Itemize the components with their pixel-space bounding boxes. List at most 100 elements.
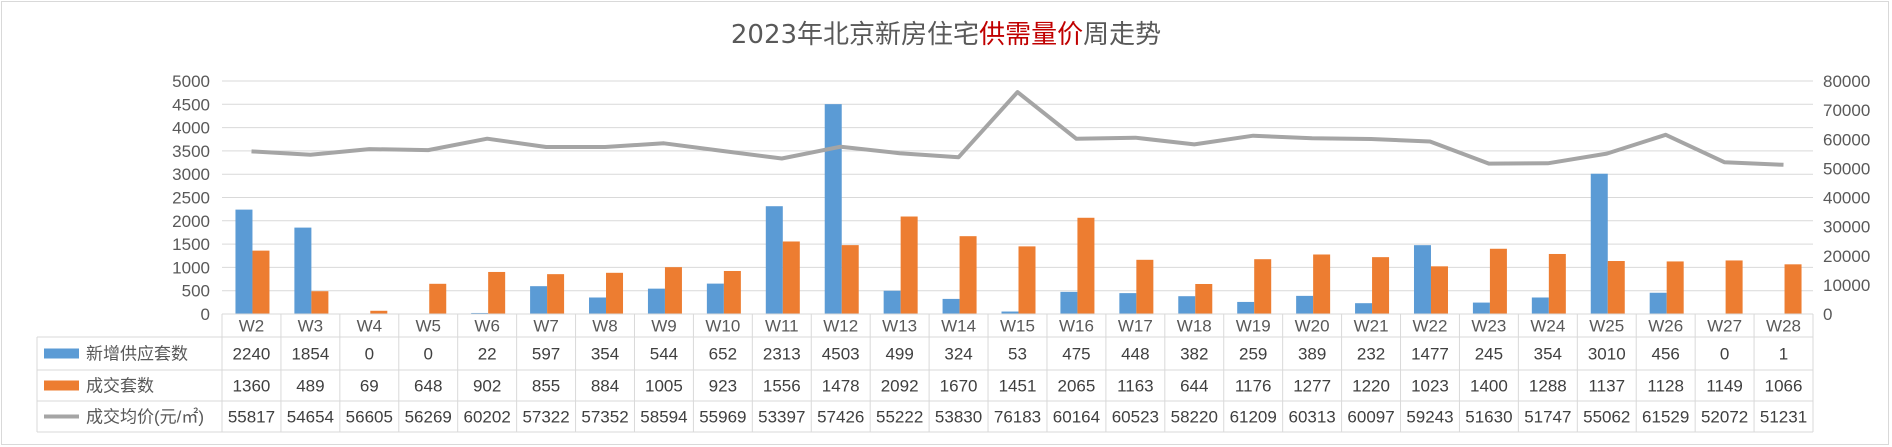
y-left-tick-label: 3500 [172, 142, 210, 161]
bar-deals [664, 267, 682, 314]
x-tick-label: W12 [823, 317, 858, 336]
y-right-tick-label: 0 [1823, 305, 1832, 324]
bar-deals [311, 291, 329, 314]
bar-supply [1355, 303, 1373, 314]
data-table-value: 1220 [1352, 377, 1390, 396]
data-table-value: 1478 [822, 377, 860, 396]
x-tick-label: W28 [1766, 317, 1801, 336]
x-tick-label: W10 [705, 317, 740, 336]
bar-deals [606, 272, 624, 314]
data-table-value: 855 [532, 377, 560, 396]
bar-supply [530, 286, 548, 314]
bar-deals [1666, 261, 1684, 314]
x-tick-label: W27 [1707, 317, 1742, 336]
data-table-value: 644 [1180, 377, 1208, 396]
data-table-value: 597 [532, 345, 560, 364]
y-left-tick-label: 0 [201, 305, 210, 324]
bar-supply [235, 209, 253, 314]
bar-supply [1649, 292, 1667, 314]
data-table-value: 475 [1062, 345, 1090, 364]
x-tick-label: W25 [1589, 317, 1624, 336]
data-table-value: 648 [414, 377, 442, 396]
data-table-value: 60164 [1053, 408, 1100, 427]
data-table-value: 69 [360, 377, 379, 396]
bar-supply [1531, 297, 1549, 314]
x-tick-label: W16 [1059, 317, 1094, 336]
y-right-tick-label: 40000 [1823, 189, 1870, 208]
y-left-tick-label: 2000 [172, 212, 210, 231]
bar-deals [1725, 260, 1743, 314]
bar-deals [1489, 248, 1507, 314]
data-table-value: 1163 [1117, 377, 1154, 396]
x-tick-label: W6 [474, 317, 500, 336]
bar-supply [294, 227, 312, 314]
data-table-value: 499 [885, 345, 913, 364]
x-tick-label: W4 [357, 317, 383, 336]
data-table-value: 902 [473, 377, 501, 396]
data-table-value: 53 [1008, 345, 1027, 364]
data-table-value: 55222 [876, 408, 923, 427]
bar-supply [824, 104, 842, 314]
data-table-value: 1670 [940, 377, 978, 396]
y-right-tick-label: 20000 [1823, 247, 1870, 266]
bar-deals [1018, 246, 1036, 314]
x-tick-label: W22 [1412, 317, 1447, 336]
data-table-value: 652 [709, 345, 737, 364]
bar-supply [1296, 295, 1314, 314]
x-tick-label: W2 [239, 317, 265, 336]
x-tick-label: W17 [1118, 317, 1153, 336]
data-table-value: 245 [1475, 345, 1503, 364]
data-table-value: 3010 [1588, 345, 1626, 364]
bar-supply [589, 297, 607, 314]
data-table-value: 456 [1651, 345, 1679, 364]
data-table-value: 1277 [1293, 377, 1331, 396]
x-tick-label: W5 [415, 317, 441, 336]
x-tick-label: W7 [533, 317, 559, 336]
bar-supply [765, 206, 783, 314]
bar-supply [1237, 301, 1255, 314]
data-table-value: 448 [1121, 345, 1149, 364]
data-table-value: 59243 [1406, 408, 1453, 427]
title-prefix: 2023年北京新房住宅 [730, 20, 980, 50]
bar-supply [1413, 245, 1431, 314]
data-table-value: 58594 [640, 408, 687, 427]
data-table-value: 51747 [1524, 408, 1571, 427]
data-table-value: 60097 [1347, 408, 1394, 427]
data-table-value: 2092 [881, 377, 919, 396]
bar-deals [547, 274, 565, 314]
data-table-value: 55062 [1583, 408, 1630, 427]
bar-supply [1119, 293, 1137, 314]
data-table-value: 55817 [228, 408, 275, 427]
bar-supply [647, 288, 665, 314]
y-right-tick-label: 70000 [1823, 101, 1870, 120]
y-left-tick-label: 1000 [172, 258, 210, 277]
data-table-value: 2313 [763, 345, 801, 364]
y-right-tick-label: 30000 [1823, 218, 1870, 237]
y-left-tick-label: 2500 [172, 189, 210, 208]
x-tick-label: W9 [651, 317, 677, 336]
data-table-value: 2240 [233, 345, 271, 364]
bar-deals [959, 236, 977, 314]
bar-deals [1313, 254, 1331, 314]
data-table-value: 923 [709, 377, 737, 396]
data-table-value: 544 [650, 345, 678, 364]
bar-deals [1195, 283, 1213, 314]
data-table-value: 0 [424, 345, 433, 364]
y-left-tick-label: 3000 [172, 165, 210, 184]
data-table-value: 1451 [999, 377, 1037, 396]
y-left-tick-label: 5000 [172, 72, 210, 91]
data-table-value: 54654 [287, 408, 334, 427]
y-left-tick-label: 4000 [172, 119, 210, 138]
data-table-value: 354 [1534, 345, 1562, 364]
data-table-value: 53397 [758, 408, 805, 427]
data-table-value: 1005 [645, 377, 683, 396]
legend-label: 成交均价(元/㎡) [86, 408, 204, 427]
data-table-value: 60313 [1288, 408, 1335, 427]
bar-supply [1060, 291, 1078, 314]
x-tick-label: W26 [1648, 317, 1683, 336]
data-table-value: 389 [1298, 345, 1326, 364]
data-table-value: 1288 [1529, 377, 1567, 396]
bar-supply [1472, 302, 1490, 314]
